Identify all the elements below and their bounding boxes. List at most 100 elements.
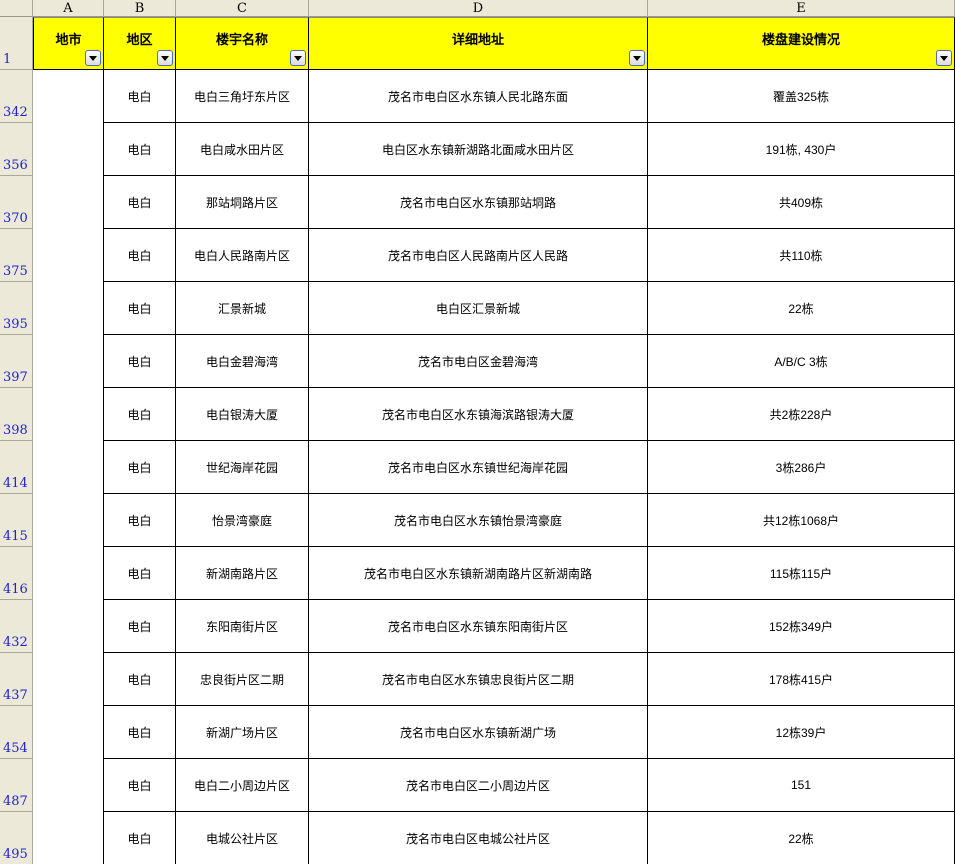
cell-district[interactable]: 电白 [104, 335, 176, 388]
cell-city[interactable] [33, 441, 104, 494]
cell-address[interactable]: 茂名市电白区水东镇人民北路东面 [309, 70, 648, 123]
cell-district[interactable]: 电白 [104, 123, 176, 176]
row-header[interactable]: 432 [0, 600, 33, 653]
filter-dropdown-button-district[interactable] [157, 50, 173, 66]
row-header[interactable]: 487 [0, 759, 33, 812]
column-header-e[interactable]: E [648, 0, 955, 17]
cell-address[interactable]: 茂名市电白区水东镇海滨路银涛大厦 [309, 388, 648, 441]
row-header[interactable]: 342 [0, 70, 33, 123]
cell-building-name[interactable]: 电白银涛大厦 [176, 388, 309, 441]
cell-status[interactable]: 12栋39户 [648, 706, 955, 759]
cell-district[interactable]: 电白 [104, 547, 176, 600]
cell-city[interactable] [33, 70, 104, 123]
cell-district[interactable]: 电白 [104, 441, 176, 494]
row-header-1[interactable]: 1 [0, 17, 33, 70]
cell-building-name[interactable]: 电白二小周边片区 [176, 759, 309, 812]
cell-building-name[interactable]: 东阳南街片区 [176, 600, 309, 653]
cell-address[interactable]: 电白区水东镇新湖路北面咸水田片区 [309, 123, 648, 176]
cell-address[interactable]: 电白区汇景新城 [309, 282, 648, 335]
cell-district[interactable]: 电白 [104, 282, 176, 335]
cell-city[interactable] [33, 653, 104, 706]
cell-building-name[interactable]: 电白人民路南片区 [176, 229, 309, 282]
cell-district[interactable]: 电白 [104, 229, 176, 282]
cell-status[interactable]: 22栋 [648, 282, 955, 335]
cell-city[interactable] [33, 229, 104, 282]
filter-dropdown-button-status[interactable] [936, 50, 952, 66]
cell-building-name[interactable]: 忠良街片区二期 [176, 653, 309, 706]
cell-building-name[interactable]: 电城公社片区 [176, 812, 309, 864]
cell-district[interactable]: 电白 [104, 494, 176, 547]
cell-building-name[interactable]: 新湖广场片区 [176, 706, 309, 759]
row-header[interactable]: 397 [0, 335, 33, 388]
cell-district[interactable]: 电白 [104, 653, 176, 706]
cell-status[interactable]: 152栋349户 [648, 600, 955, 653]
cell-city[interactable] [33, 494, 104, 547]
cell-status[interactable]: 共110栋 [648, 229, 955, 282]
cell-status[interactable]: 共2栋228户 [648, 388, 955, 441]
cell-address[interactable]: 茂名市电白区水东镇东阳南街片区 [309, 600, 648, 653]
header-cell-status[interactable]: 楼盘建设情况 [648, 17, 955, 70]
cell-address[interactable]: 茂名市电白区水东镇那站垌路 [309, 176, 648, 229]
cell-district[interactable]: 电白 [104, 388, 176, 441]
cell-building-name[interactable]: 那站垌路片区 [176, 176, 309, 229]
cell-address[interactable]: 茂名市电白区二小周边片区 [309, 759, 648, 812]
cell-status[interactable]: A/B/C 3栋 [648, 335, 955, 388]
cell-address[interactable]: 茂名市电白区电城公社片区 [309, 812, 648, 864]
cell-status[interactable]: 3栋286户 [648, 441, 955, 494]
row-header[interactable]: 416 [0, 547, 33, 600]
cell-status[interactable]: 共12栋1068户 [648, 494, 955, 547]
row-header[interactable]: 370 [0, 176, 33, 229]
row-header[interactable]: 356 [0, 123, 33, 176]
cell-building-name[interactable]: 电白金碧海湾 [176, 335, 309, 388]
cell-status[interactable]: 共409栋 [648, 176, 955, 229]
cell-address[interactable]: 茂名市电白区金碧海湾 [309, 335, 648, 388]
cell-status[interactable]: 191栋, 430户 [648, 123, 955, 176]
cell-city[interactable] [33, 706, 104, 759]
cell-address[interactable]: 茂名市电白区水东镇怡景湾豪庭 [309, 494, 648, 547]
cell-status[interactable]: 178栋415户 [648, 653, 955, 706]
cell-district[interactable]: 电白 [104, 759, 176, 812]
cell-address[interactable]: 茂名市电白区人民路南片区人民路 [309, 229, 648, 282]
cell-building-name[interactable]: 电白三角圩东片区 [176, 70, 309, 123]
header-cell-city[interactable]: 地市 [33, 17, 104, 70]
cell-building-name[interactable]: 怡景湾豪庭 [176, 494, 309, 547]
cell-building-name[interactable]: 世纪海岸花园 [176, 441, 309, 494]
column-header-a[interactable]: A [33, 0, 104, 17]
cell-address[interactable]: 茂名市电白区水东镇新湖南路片区新湖南路 [309, 547, 648, 600]
filter-dropdown-button-building[interactable] [290, 50, 306, 66]
filter-dropdown-button-city[interactable] [85, 50, 101, 66]
cell-building-name[interactable]: 电白咸水田片区 [176, 123, 309, 176]
cell-city[interactable] [33, 812, 104, 864]
header-cell-district[interactable]: 地区 [104, 17, 176, 70]
cell-city[interactable] [33, 282, 104, 335]
row-header[interactable]: 414 [0, 441, 33, 494]
row-header[interactable]: 415 [0, 494, 33, 547]
row-header[interactable]: 375 [0, 229, 33, 282]
cell-address[interactable]: 茂名市电白区水东镇新湖广场 [309, 706, 648, 759]
cell-status[interactable]: 151 [648, 759, 955, 812]
cell-building-name[interactable]: 汇景新城 [176, 282, 309, 335]
cell-city[interactable] [33, 600, 104, 653]
cell-city[interactable] [33, 335, 104, 388]
row-header[interactable]: 395 [0, 282, 33, 335]
cell-city[interactable] [33, 759, 104, 812]
column-header-b[interactable]: B [104, 0, 176, 17]
header-cell-address[interactable]: 详细地址 [309, 17, 648, 70]
cell-district[interactable]: 电白 [104, 706, 176, 759]
cell-district[interactable]: 电白 [104, 600, 176, 653]
cell-address[interactable]: 茂名市电白区水东镇世纪海岸花园 [309, 441, 648, 494]
column-header-d[interactable]: D [309, 0, 648, 17]
cell-district[interactable]: 电白 [104, 70, 176, 123]
cell-district[interactable]: 电白 [104, 812, 176, 864]
cell-status[interactable]: 覆盖325栋 [648, 70, 955, 123]
row-header[interactable]: 398 [0, 388, 33, 441]
filter-dropdown-button-address[interactable] [629, 50, 645, 66]
header-cell-building[interactable]: 楼宇名称 [176, 17, 309, 70]
cell-status[interactable]: 22栋 [648, 812, 955, 864]
cell-city[interactable] [33, 388, 104, 441]
cell-city[interactable] [33, 123, 104, 176]
cell-city[interactable] [33, 547, 104, 600]
cell-district[interactable]: 电白 [104, 176, 176, 229]
row-header[interactable]: 437 [0, 653, 33, 706]
cell-city[interactable] [33, 176, 104, 229]
